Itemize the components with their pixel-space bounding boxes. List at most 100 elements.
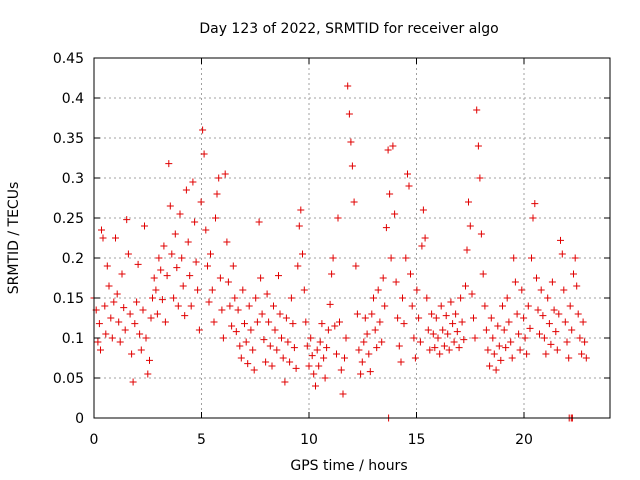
data-point (526, 324, 534, 332)
data-point (241, 320, 248, 328)
data-point (458, 318, 466, 326)
data-point (178, 254, 186, 262)
data-point (513, 310, 521, 318)
data-point (303, 342, 311, 350)
data-point (542, 350, 550, 358)
data-point (305, 362, 313, 370)
data-point (521, 334, 529, 342)
data-point (216, 274, 224, 282)
data-point (357, 370, 365, 378)
data-point (229, 262, 237, 270)
data-point (257, 274, 265, 282)
data-point (124, 250, 132, 258)
y-tick-label: 0.25 (53, 211, 84, 227)
data-point (166, 202, 174, 210)
data-point (219, 334, 227, 342)
data-point (353, 310, 361, 318)
data-point (389, 142, 397, 150)
data-point (141, 222, 148, 230)
data-point (336, 318, 343, 326)
data-point (139, 306, 147, 314)
grid (94, 58, 610, 418)
data-point (471, 334, 479, 342)
data-point (449, 320, 457, 328)
data-point (339, 390, 347, 398)
data-point (439, 326, 447, 334)
data-point (337, 366, 345, 374)
data-point (579, 318, 587, 326)
data-point (558, 250, 566, 258)
data-point (279, 354, 287, 362)
data-point (568, 326, 576, 334)
data-point (352, 262, 360, 270)
data-point (376, 318, 384, 326)
data-point (429, 330, 437, 338)
data-point (450, 338, 458, 346)
data-point (508, 354, 516, 362)
data-point (410, 334, 418, 342)
data-point (503, 294, 511, 302)
data-point (455, 344, 463, 352)
data-point (174, 302, 182, 310)
data-point (244, 360, 252, 368)
data-point (533, 274, 540, 282)
data-point (136, 330, 144, 338)
data-point (250, 366, 258, 374)
data-point (234, 306, 242, 314)
data-point (324, 326, 332, 334)
data-points (90, 82, 590, 422)
data-point (344, 82, 352, 90)
data-point (152, 286, 160, 294)
data-point (333, 350, 340, 358)
data-point (129, 378, 137, 386)
data-point (515, 330, 523, 338)
data-point (466, 222, 474, 230)
data-point (144, 370, 152, 378)
data-point (507, 338, 515, 346)
data-point (561, 318, 569, 326)
data-point (442, 312, 450, 320)
data-point (371, 326, 379, 334)
data-point (418, 242, 426, 250)
data-point (150, 274, 158, 282)
data-point (189, 178, 197, 186)
data-point (365, 350, 373, 358)
data-point (452, 310, 460, 318)
data-point (566, 302, 574, 310)
data-point (582, 354, 590, 362)
data-point (126, 310, 134, 318)
data-point (499, 302, 506, 310)
data-point (378, 338, 386, 346)
data-point (308, 352, 316, 360)
data-point (101, 302, 109, 310)
data-point (574, 310, 582, 318)
data-point (355, 346, 363, 354)
y-tick-label: 0.3 (62, 171, 84, 187)
data-point (290, 344, 298, 352)
data-point (405, 182, 413, 190)
data-point (260, 336, 268, 344)
data-point (555, 310, 563, 318)
data-point (486, 362, 494, 370)
data-point (276, 310, 284, 318)
data-point (358, 358, 366, 366)
data-point (500, 326, 508, 334)
data-point (565, 354, 573, 362)
data-point (182, 186, 190, 194)
data-point (153, 310, 161, 318)
data-point (440, 342, 448, 350)
data-point (557, 236, 564, 244)
data-point (184, 238, 192, 246)
data-point (424, 326, 432, 334)
data-point (236, 342, 244, 350)
data-point (134, 260, 142, 268)
data-point (275, 272, 282, 280)
data-point (307, 334, 315, 342)
data-point (278, 334, 285, 342)
data-point (321, 374, 329, 382)
data-point (482, 326, 490, 334)
data-point (511, 278, 519, 286)
data-point (282, 314, 290, 322)
data-point (392, 278, 400, 286)
x-tick-label: 20 (515, 432, 533, 448)
